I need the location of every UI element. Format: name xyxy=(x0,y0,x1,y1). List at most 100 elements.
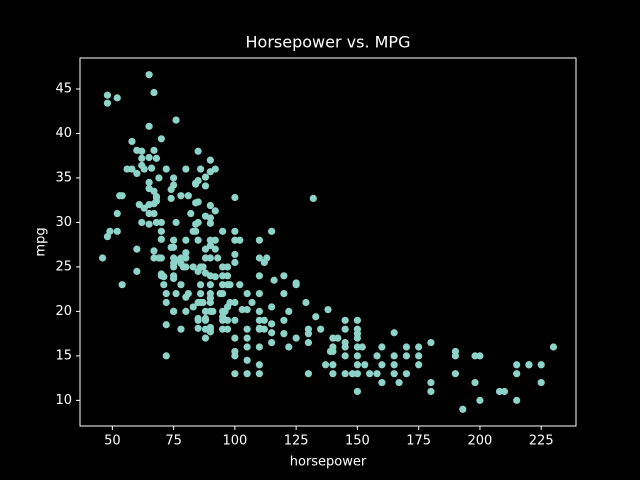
point xyxy=(128,137,136,146)
x-tick-label: 50 xyxy=(104,434,121,449)
x-tick-label: 225 xyxy=(529,434,554,449)
point xyxy=(113,209,121,218)
point xyxy=(162,298,170,307)
point xyxy=(216,290,224,298)
point xyxy=(209,307,217,316)
point xyxy=(167,243,175,251)
point xyxy=(157,235,165,243)
point xyxy=(270,276,278,284)
point xyxy=(231,258,239,267)
point xyxy=(138,218,146,227)
point xyxy=(358,343,366,351)
point xyxy=(236,281,244,289)
point xyxy=(214,254,222,262)
point xyxy=(304,330,312,338)
point xyxy=(341,325,349,333)
point xyxy=(170,174,178,182)
point xyxy=(172,290,180,298)
point xyxy=(390,361,398,369)
point xyxy=(118,281,126,289)
point xyxy=(192,227,200,235)
point xyxy=(390,352,398,360)
point xyxy=(353,361,362,369)
point xyxy=(145,220,153,228)
point xyxy=(194,267,202,275)
point xyxy=(280,290,288,298)
point xyxy=(150,254,158,262)
point xyxy=(402,343,411,351)
point xyxy=(255,272,263,280)
point xyxy=(537,378,545,387)
point xyxy=(98,254,107,262)
point xyxy=(427,338,435,347)
point xyxy=(157,270,165,278)
point xyxy=(206,201,214,210)
point xyxy=(219,281,227,289)
point xyxy=(211,165,219,173)
point xyxy=(194,314,202,323)
point xyxy=(353,330,362,338)
point xyxy=(353,316,362,324)
point xyxy=(415,343,423,351)
point xyxy=(206,219,214,227)
point xyxy=(177,192,185,200)
point xyxy=(133,245,141,253)
y-tick-label: 10 xyxy=(55,393,72,408)
point xyxy=(231,250,239,259)
point xyxy=(140,165,148,173)
point xyxy=(167,194,175,203)
point xyxy=(255,343,263,351)
point xyxy=(415,361,423,369)
point xyxy=(395,378,403,387)
point xyxy=(201,254,210,262)
point xyxy=(184,192,192,200)
point xyxy=(255,324,263,332)
point xyxy=(211,273,219,281)
point xyxy=(243,334,251,342)
point xyxy=(513,396,521,404)
point xyxy=(194,147,202,155)
point xyxy=(199,298,207,307)
point xyxy=(495,387,504,396)
point xyxy=(206,294,214,302)
point xyxy=(160,281,168,289)
x-tick-label: 200 xyxy=(468,434,493,449)
point xyxy=(201,269,210,277)
point xyxy=(145,71,153,79)
point xyxy=(201,182,210,190)
point xyxy=(312,313,320,321)
point xyxy=(451,370,460,378)
point xyxy=(292,281,300,289)
point xyxy=(309,194,317,203)
point xyxy=(255,316,263,324)
point xyxy=(248,298,256,307)
point xyxy=(177,325,185,333)
point xyxy=(231,193,239,202)
point xyxy=(145,185,153,193)
point xyxy=(150,247,158,255)
point xyxy=(145,153,153,162)
point xyxy=(366,370,374,378)
point xyxy=(170,259,178,267)
point xyxy=(285,307,293,316)
point xyxy=(292,334,300,342)
point xyxy=(268,320,276,328)
point xyxy=(513,361,521,369)
point xyxy=(280,316,288,324)
point xyxy=(513,370,521,378)
point xyxy=(353,387,362,396)
point xyxy=(162,165,170,173)
x-tick-label: 175 xyxy=(406,434,431,449)
point xyxy=(341,316,349,324)
point xyxy=(182,307,190,316)
point xyxy=(243,290,251,298)
point xyxy=(152,218,161,227)
y-tick-label: 15 xyxy=(55,348,72,363)
point xyxy=(196,290,205,298)
y-tick-label: 20 xyxy=(55,304,72,319)
point xyxy=(236,236,244,244)
point xyxy=(255,370,263,378)
point xyxy=(451,347,460,356)
point xyxy=(238,306,246,314)
